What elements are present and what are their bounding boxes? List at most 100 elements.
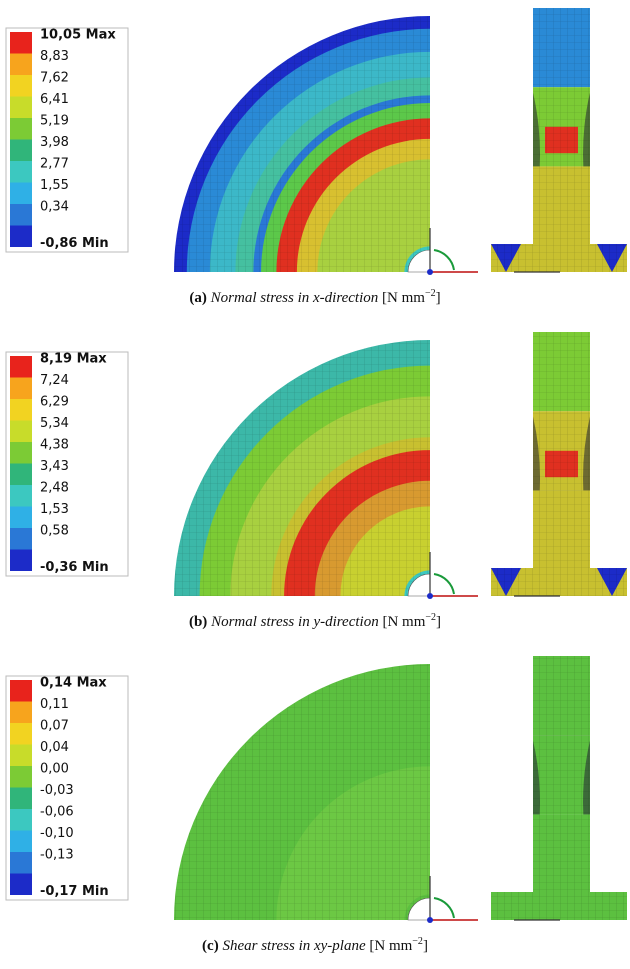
legend-swatch	[10, 852, 32, 874]
caption: (b) Normal stress in y-direction [N mm−2…	[189, 612, 441, 630]
legend-label: 1,53	[40, 502, 69, 517]
legend-swatch	[10, 528, 32, 550]
legend-label: -0,17 Min	[40, 884, 109, 899]
legend-swatch	[10, 75, 32, 97]
legend-swatch	[10, 53, 32, 75]
legend-swatch	[10, 139, 32, 161]
legend-label: 5,19	[40, 114, 69, 129]
legend-swatch	[10, 182, 32, 204]
legend-swatch	[10, 96, 32, 118]
mesh	[174, 664, 430, 920]
legend-swatch	[10, 766, 32, 788]
legend-label: 3,43	[40, 459, 69, 474]
legend-swatch	[10, 701, 32, 723]
legend-label: 7,24	[40, 373, 69, 388]
legend-swatch	[10, 161, 32, 183]
caption-text: Normal stress in x-direction	[210, 290, 379, 306]
legend-label: 3,98	[40, 135, 69, 150]
caption-exponent: −2	[425, 612, 436, 623]
legend-label: 8,83	[40, 49, 69, 64]
legend-label: 4,38	[40, 438, 69, 453]
caption-text: Shear stress in xy-plane	[222, 938, 366, 954]
legend-label: 6,29	[40, 395, 69, 410]
legend-label: 8,19 Max	[40, 352, 107, 367]
caption: (a) Normal stress in x-direction [N mm−2…	[189, 288, 440, 306]
legend-swatch	[10, 809, 32, 831]
legend-swatch	[10, 118, 32, 140]
caption-unit-close: ]	[423, 938, 428, 954]
base-mesh	[491, 244, 627, 272]
legend-label: 2,48	[40, 481, 69, 496]
hole	[407, 897, 431, 921]
caption-text: Normal stress in y-direction	[210, 614, 379, 630]
legend-label: 0,11	[40, 697, 69, 712]
legend-swatch	[10, 723, 32, 745]
origin	[427, 917, 433, 923]
legend-swatch	[10, 32, 32, 54]
legend-swatch	[10, 744, 32, 766]
legend-label: 1,55	[40, 178, 69, 193]
legend-swatch	[10, 225, 32, 247]
legend-label: 0,04	[40, 740, 69, 755]
caption-unit: [N mm	[382, 614, 425, 630]
legend-swatch	[10, 787, 32, 809]
strip-mesh	[533, 332, 590, 568]
legend-label: -0,06	[40, 805, 74, 820]
legend-swatch	[10, 506, 32, 528]
caption-label: (a)	[189, 290, 207, 306]
mesh	[174, 340, 430, 596]
legend-label: 0,07	[40, 719, 69, 734]
legend-label: 2,77	[40, 157, 69, 172]
caption-exponent: −2	[425, 288, 436, 299]
caption-exponent: −2	[412, 936, 423, 947]
rotation-arrow	[433, 573, 455, 595]
legend-swatch	[10, 830, 32, 852]
legend-label: -0,86 Min	[40, 236, 109, 251]
mesh	[174, 16, 430, 272]
legend-swatch	[10, 680, 32, 702]
legend-label: 7,62	[40, 71, 69, 86]
origin	[427, 593, 433, 599]
legend-label: -0,13	[40, 848, 74, 863]
caption-unit: [N mm	[369, 938, 412, 954]
panel: 0,14 Max 0,11 0,07 0,04 0,00 -0,03 -0,06 -0,10 -…	[5, 656, 627, 954]
legend-swatch	[10, 377, 32, 399]
legend-label: -0,36 Min	[40, 560, 109, 575]
panel: 10,05 Max 8,83 7,62 6,41 5,19 3,98 2,77 1,55 0,3…	[5, 8, 627, 306]
legend-label: 0,58	[40, 524, 69, 539]
rotation-arrow	[433, 249, 455, 271]
caption-unit-close: ]	[436, 614, 441, 630]
legend-swatch	[10, 420, 32, 442]
legend-label: 5,34	[40, 416, 69, 431]
legend-label: -0,10	[40, 826, 74, 841]
base-mesh	[491, 568, 627, 596]
legend-label: 10,05 Max	[40, 28, 116, 43]
caption-unit: [N mm	[382, 290, 425, 306]
rotation-arrow	[433, 897, 455, 919]
legend-swatch	[10, 442, 32, 464]
caption-label: (b)	[189, 614, 207, 630]
legend-swatch	[10, 549, 32, 571]
hole	[407, 573, 431, 597]
legend-label: -0,03	[40, 783, 74, 798]
strip-mesh	[533, 8, 590, 244]
hole	[407, 249, 431, 273]
legend-swatch	[10, 485, 32, 507]
legend-label: 0,00	[40, 762, 69, 777]
caption-unit-close: ]	[436, 290, 441, 306]
panel: 8,19 Max 7,24 6,29 5,34 4,38 3,43 2,48 1,53 0,58…	[5, 332, 627, 630]
legend-swatch	[10, 873, 32, 895]
legend-label: 0,14 Max	[40, 676, 107, 691]
caption-label: (c)	[202, 938, 219, 954]
legend-swatch	[10, 204, 32, 226]
legend-swatch	[10, 463, 32, 485]
legend-swatch	[10, 356, 32, 378]
legend-swatch	[10, 399, 32, 421]
legend-label: 0,34	[40, 200, 69, 215]
base-mesh	[491, 892, 627, 920]
strip-mesh	[533, 656, 590, 892]
origin	[427, 269, 433, 275]
caption: (c) Shear stress in xy-plane [N mm−2]	[202, 936, 428, 954]
legend-label: 6,41	[40, 92, 69, 107]
